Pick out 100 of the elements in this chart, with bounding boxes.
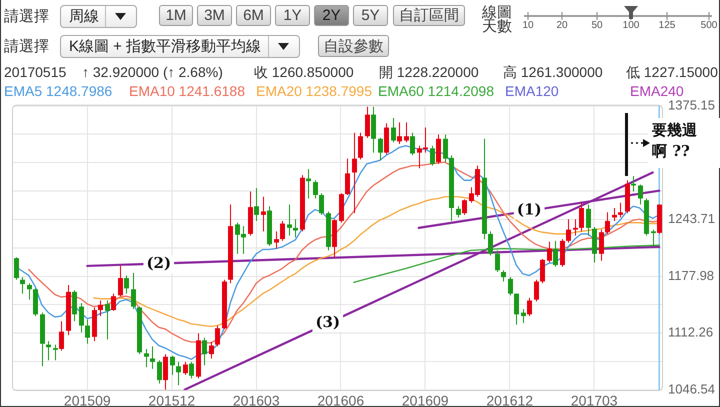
- candlestick: [105, 300, 110, 340]
- dropdown-field: K線圖 + 指數平滑移動平均線: [60, 35, 300, 58]
- candlestick: [586, 204, 591, 236]
- candlestick: [131, 272, 136, 310]
- y-tick-label: 1112.26: [668, 324, 714, 340]
- text: EMA60 1214.2098: [378, 83, 494, 99]
- button: 1M: [159, 5, 193, 26]
- candlestick: [287, 204, 292, 236]
- candlestick: [261, 196, 266, 232]
- candlestick: [553, 240, 558, 268]
- candlestick: [46, 340, 51, 361]
- candlestick: [183, 361, 188, 376]
- button: 1Y: [275, 5, 310, 26]
- y-tick-label: 1243.71: [668, 211, 715, 226]
- candlestick: [189, 361, 194, 379]
- candlestick: [508, 276, 513, 296]
- candlestick: [618, 202, 623, 218]
- candlestick: [79, 302, 84, 334]
- candlestick: [14, 256, 19, 280]
- text: 開 1228.220000: [379, 64, 479, 80]
- text: 20: [555, 20, 569, 31]
- button: 3M: [197, 5, 232, 26]
- candlestick: [638, 184, 643, 206]
- candlestick: [202, 337, 207, 366]
- x-tick-label: 201512: [148, 392, 196, 407]
- candlestick: [605, 212, 610, 234]
- text: 20170515: [4, 64, 66, 80]
- candlestick: [313, 180, 318, 199]
- candlestick: [150, 346, 155, 370]
- text: EMA20 1238.7995: [256, 83, 372, 99]
- candlestick: [527, 297, 532, 317]
- text: ↑ 32.920000 (↑ 2.68%): [82, 64, 223, 80]
- x-tick-label: 201603: [232, 392, 280, 407]
- button: 自設參數: [318, 35, 389, 57]
- dropdown-field: 周線: [60, 5, 137, 28]
- candlestick: [495, 250, 500, 272]
- text: EMA5 1248.7986: [4, 83, 112, 99]
- text: 125: [658, 20, 676, 31]
- x-tick-label: 201509: [64, 392, 111, 407]
- candlestick: [352, 132, 357, 214]
- candlestick: [514, 293, 519, 326]
- annotation: (3): [315, 312, 340, 331]
- candlestick: [72, 290, 77, 322]
- text: 100: [622, 20, 640, 31]
- candlestick: [547, 241, 552, 263]
- candlestick: [98, 300, 103, 317]
- y-tick-label: 1046.54: [668, 382, 715, 397]
- candlestick: [280, 220, 285, 242]
- candlestick: [157, 360, 162, 384]
- text: 請選擇: [4, 8, 49, 26]
- candlestick: [170, 355, 175, 376]
- candlestick: [27, 282, 32, 300]
- candlestick: [521, 308, 526, 324]
- candlestick: [599, 229, 604, 262]
- text: 低 1227.15000: [626, 64, 718, 80]
- candlestick: [85, 319, 90, 344]
- candlestick: [20, 276, 25, 294]
- text: 500: [700, 20, 718, 31]
- candlestick: [118, 265, 123, 297]
- text: 請選擇: [4, 38, 49, 56]
- legend-label: EMA120: [505, 83, 559, 99]
- text: 50: [590, 20, 604, 31]
- candlestick: [215, 325, 220, 347]
- candlestick: [579, 202, 584, 232]
- candlestick: [59, 320, 64, 352]
- x-tick-label: 201703: [570, 392, 618, 407]
- candlestick: [176, 361, 181, 386]
- candlestick: [209, 342, 214, 359]
- annotation: (1): [516, 200, 542, 218]
- candlestick: [462, 198, 467, 216]
- candlestick: [540, 258, 545, 284]
- button: 6M: [236, 5, 271, 26]
- candlestick: [404, 122, 409, 143]
- candlestick: [612, 207, 617, 222]
- candlestick: [365, 106, 370, 138]
- candlestick: [566, 218, 571, 244]
- button: 2Y: [314, 5, 349, 26]
- candlestick: [345, 158, 350, 196]
- candlestick: [124, 274, 129, 294]
- candlestick: [534, 279, 539, 302]
- annotation: 要幾週啊 ??: [652, 120, 698, 162]
- candlestick: [378, 137, 383, 161]
- text: EMA10 1241.6188: [129, 83, 245, 99]
- legend-label: EMA240: [630, 83, 684, 99]
- candlestick: [254, 188, 259, 222]
- x-tick-label: 201609: [402, 392, 449, 407]
- button: 5Y: [353, 5, 388, 26]
- candlestick: [397, 122, 402, 144]
- candlestick: [501, 270, 506, 282]
- annotation: (2): [146, 254, 172, 272]
- text: 線圖天數: [482, 4, 513, 35]
- candlestick: [488, 230, 493, 256]
- candlestick: [274, 230, 279, 250]
- candlestick: [306, 168, 311, 199]
- y-tick-label: 1375.15: [668, 97, 715, 112]
- candlestick: [456, 206, 461, 218]
- y-tick-label: 1177.98: [668, 268, 714, 283]
- candlestick: [436, 134, 441, 164]
- candlestick: [293, 218, 298, 238]
- candlestick: [358, 132, 363, 160]
